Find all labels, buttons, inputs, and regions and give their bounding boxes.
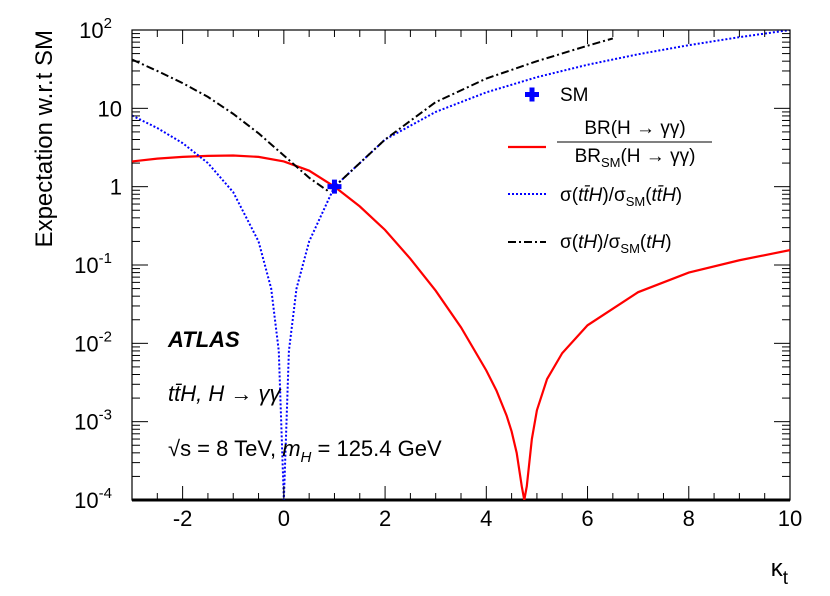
- x-tick-label: 0: [278, 506, 290, 531]
- legend: SM BR(H → γγ) BRSM(H → γγ) σ(tt̄H)/σSM(tt̄H…: [508, 85, 712, 256]
- x-axis-title: κt: [771, 555, 789, 589]
- x-tick-label: 2: [379, 506, 391, 531]
- y-tick-label: 10-4: [74, 485, 112, 513]
- legend-br-denominator: BRSM(H → γγ): [575, 146, 696, 170]
- y-tick-label: 10-1: [74, 250, 112, 278]
- x-tick-label: 10: [778, 506, 802, 531]
- process-label: tt̄H, H → γγ: [168, 381, 282, 406]
- legend-br-numerator: BR(H → γγ): [584, 118, 685, 139]
- y-axis-title: Expectation w.r.t SM: [31, 30, 58, 247]
- x-tick-label: -2: [173, 506, 193, 531]
- labels-layer: -2 0 2 4 6 8 10 10-4 10-3 10-2 10-1 1 10 102 Expectati…: [31, 15, 802, 589]
- series-br: [132, 154, 790, 500]
- series-layer: [132, 30, 790, 500]
- plot-frame: [131, 29, 791, 502]
- y-tick-label: 1: [110, 175, 122, 200]
- legend-tth-label: σ(tt̄H)/σSM(tt̄H): [560, 185, 682, 209]
- energy-mass-label: √s = 8 TeV, mH = 125.4 GeV: [168, 436, 442, 466]
- sm-point-marker: [327, 179, 342, 194]
- y-tick-label: 10: [98, 96, 122, 121]
- y-tick-label: 10-3: [74, 407, 112, 435]
- atlas-label: ATLAS: [167, 327, 240, 352]
- annotations: ATLAS tt̄H, H → γγ √s = 8 TeV, mH = 125.4 …: [167, 327, 442, 466]
- legend-th-label: σ(tH)/σSM(tH): [560, 232, 672, 256]
- x-tick-label: 4: [480, 506, 492, 531]
- series-th: [132, 37, 614, 192]
- ticks-layer: [131, 29, 791, 501]
- plot-border: [131, 29, 791, 501]
- x-tick-label: 8: [683, 506, 695, 531]
- y-tick-label: 102: [79, 15, 112, 43]
- legend-sm-label: SM: [560, 85, 589, 106]
- y-tick-label: 10-2: [74, 328, 112, 356]
- series-tth: [132, 30, 790, 500]
- x-tick-label: 6: [581, 506, 593, 531]
- legend-sm-marker: [525, 87, 539, 102]
